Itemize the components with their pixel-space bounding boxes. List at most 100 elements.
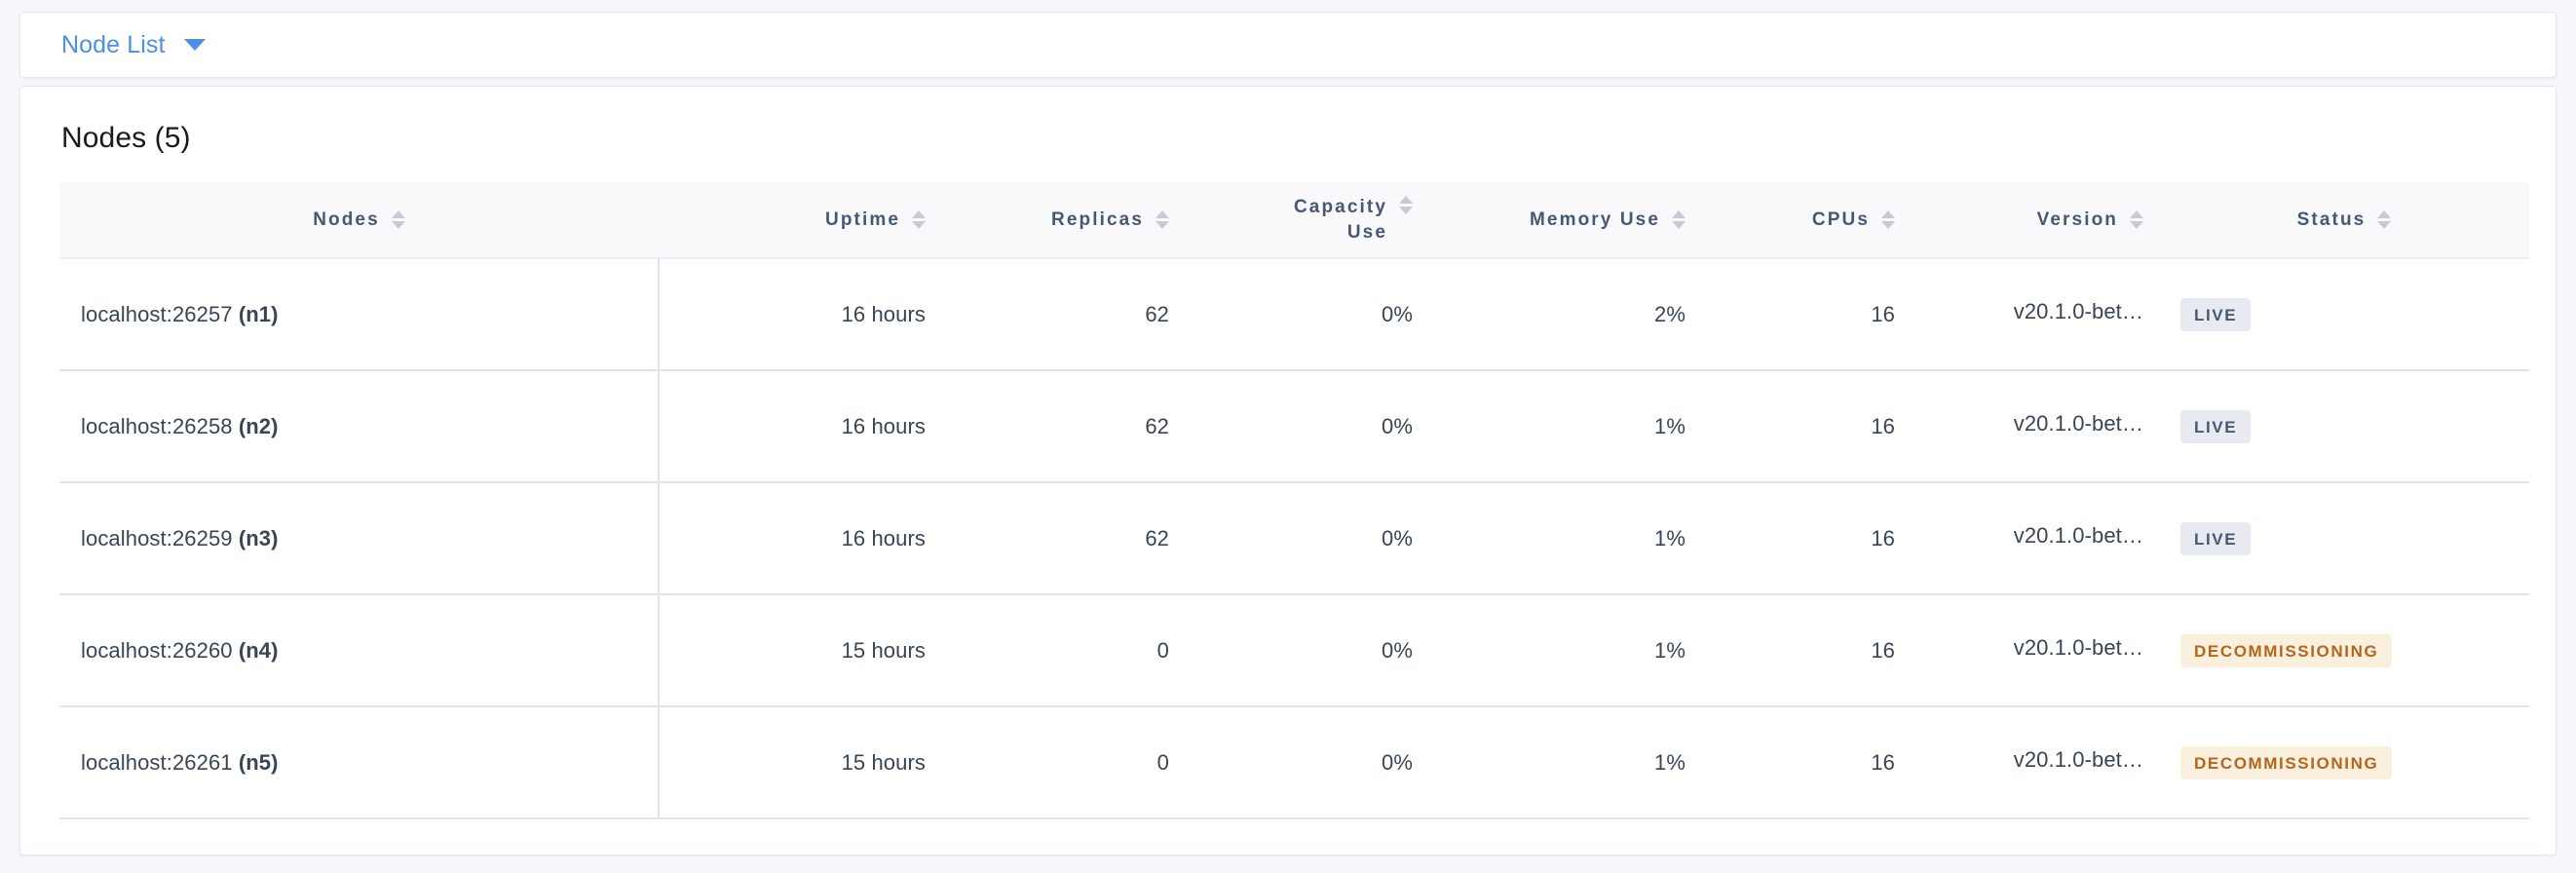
node-address: localhost:26260: [81, 637, 233, 663]
node-status-cell: LIVE: [2159, 482, 2529, 594]
node-version-cell: v20.1.0-bet…: [1911, 594, 2159, 706]
node-address-cell[interactable]: localhost:26258 (n2): [59, 370, 660, 482]
node-version-cell: v20.1.0-bet…: [1911, 370, 2159, 482]
node-replicas-cell: 62: [1145, 525, 1169, 550]
sort-arrows-icon[interactable]: [391, 210, 405, 230]
status-badge: DECOMMISSIONING: [2180, 745, 2393, 779]
status-badge: LIVE: [2180, 297, 2252, 331]
table-row[interactable]: localhost:26258 (n2) 16 hours 62 0% 1% 16 v20.…: [59, 370, 2529, 482]
node-cpus-cell: 16: [1871, 413, 1895, 438]
node-version: v20.1.0-bet…: [2013, 298, 2143, 323]
table-header: Nodes Uptime Replicas: [59, 182, 2529, 258]
sort-arrows-icon[interactable]: [1399, 195, 1413, 214]
node-capacity-use-cell: 0%: [1382, 637, 1413, 663]
sort-arrows-icon[interactable]: [912, 210, 926, 230]
node-memory-use-cell: 1%: [1654, 413, 1686, 438]
column-header-nodes[interactable]: Nodes: [59, 182, 659, 258]
node-memory-use-cell: 1%: [1654, 749, 1686, 775]
node-uptime-cell: 16 hours: [841, 413, 926, 438]
table-header-row: Nodes Uptime Replicas: [59, 182, 2529, 258]
node-address-cell[interactable]: localhost:26257 (n1): [59, 258, 660, 370]
chevron-down-icon: [183, 39, 206, 51]
node-version: v20.1.0-bet…: [2013, 410, 2143, 436]
node-replicas-cell: 0: [1156, 637, 1169, 663]
node-version: v20.1.0-bet…: [2013, 634, 2143, 660]
node-capacity-use-cell: 0%: [1382, 525, 1413, 550]
node-cpus-cell: 16: [1871, 525, 1895, 550]
node-replicas-cell: 62: [1145, 301, 1169, 326]
node-memory-use-cell: 2%: [1654, 301, 1686, 326]
status-badge: LIVE: [2180, 409, 2252, 443]
node-replicas-cell: 62: [1145, 413, 1169, 438]
sort-arrows-icon[interactable]: [1881, 210, 1895, 230]
node-list-selector-card: Node List: [19, 12, 2557, 78]
column-header-version[interactable]: Version: [1911, 182, 2159, 258]
column-header-replicas[interactable]: Replicas: [941, 182, 1185, 258]
table-row[interactable]: localhost:26257 (n1) 16 hours 62 0% 2% 16 v20.…: [59, 258, 2529, 370]
node-cpus-cell: 16: [1871, 301, 1895, 326]
node-id: (n5): [238, 749, 279, 775]
node-address: localhost:26258: [81, 413, 233, 438]
node-version: v20.1.0-bet…: [2013, 522, 2143, 548]
node-capacity-use-cell: 0%: [1382, 749, 1413, 775]
node-list-dropdown-label: Node List: [61, 30, 166, 58]
column-header-version-label: Version: [2036, 209, 2118, 230]
node-id: (n2): [238, 413, 279, 438]
node-id: (n3): [238, 525, 279, 550]
column-header-memory-use[interactable]: Memory Use: [1428, 182, 1701, 258]
node-cpus-cell: 16: [1871, 749, 1895, 775]
column-header-uptime[interactable]: Uptime: [659, 182, 941, 258]
table-body: localhost:26257 (n1) 16 hours 62 0% 2% 16 v20.…: [59, 258, 2529, 818]
node-uptime-cell: 16 hours: [841, 525, 926, 550]
nodes-table: Nodes Uptime Replicas: [59, 182, 2529, 819]
node-memory-use-cell: 1%: [1654, 525, 1686, 550]
column-header-replicas-label: Replicas: [1051, 209, 1144, 230]
node-version-cell: v20.1.0-bet…: [1911, 482, 2159, 594]
node-address-cell[interactable]: localhost:26260 (n4): [59, 594, 660, 706]
node-address-cell[interactable]: localhost:26259 (n3): [59, 482, 660, 594]
node-capacity-use-cell: 0%: [1382, 413, 1413, 438]
node-list-dropdown[interactable]: Node List: [61, 31, 206, 59]
status-badge: DECOMMISSIONING: [2180, 633, 2393, 667]
column-header-capacity-use-label: Capacity: [1293, 196, 1387, 217]
column-header-status[interactable]: Status: [2159, 182, 2529, 258]
column-header-capacity-use-label-2: Use: [1346, 221, 1387, 243]
node-address-cell[interactable]: localhost:26261 (n5): [59, 706, 660, 818]
node-version-cell: v20.1.0-bet…: [1911, 258, 2159, 370]
column-header-cpus-label: CPUs: [1811, 209, 1870, 230]
node-address: localhost:26257: [81, 301, 233, 326]
sort-arrows-icon[interactable]: [2377, 210, 2392, 230]
node-uptime-cell: 16 hours: [841, 301, 926, 326]
sort-arrows-icon[interactable]: [1672, 210, 1686, 230]
column-header-cpus[interactable]: CPUs: [1701, 182, 1911, 258]
sort-arrows-icon[interactable]: [1155, 210, 1169, 230]
node-replicas-cell: 0: [1156, 749, 1169, 775]
nodes-card: Nodes (5) Nodes Uptime: [19, 86, 2557, 855]
table-row[interactable]: localhost:26261 (n5) 15 hours 0 0% 1% 16 v20.1…: [59, 706, 2529, 818]
node-status-cell: LIVE: [2159, 258, 2529, 370]
node-id: (n4): [238, 637, 279, 663]
node-status-cell: DECOMMISSIONING: [2159, 594, 2529, 706]
node-memory-use-cell: 1%: [1654, 637, 1686, 663]
node-version-cell: v20.1.0-bet…: [1911, 706, 2159, 818]
column-header-capacity-use[interactable]: Capacity Use: [1185, 182, 1428, 258]
node-address: localhost:26261: [81, 749, 233, 775]
node-capacity-use-cell: 0%: [1382, 301, 1413, 326]
column-header-memory-use-label: Memory Use: [1530, 209, 1660, 230]
node-uptime-cell: 15 hours: [841, 749, 926, 775]
table-row[interactable]: localhost:26260 (n4) 15 hours 0 0% 1% 16 v20.1…: [59, 594, 2529, 706]
column-header-uptime-label: Uptime: [825, 209, 900, 230]
sort-arrows-icon[interactable]: [2130, 210, 2143, 230]
node-status-cell: LIVE: [2159, 370, 2529, 482]
node-cpus-cell: 16: [1871, 637, 1895, 663]
node-version: v20.1.0-bet…: [2013, 746, 2143, 772]
column-header-nodes-label: Nodes: [313, 209, 380, 230]
node-status-cell: DECOMMISSIONING: [2159, 706, 2529, 818]
node-id: (n1): [238, 301, 279, 326]
table-row[interactable]: localhost:26259 (n3) 16 hours 62 0% 1% 16 v20.…: [59, 482, 2529, 594]
status-badge: LIVE: [2180, 521, 2252, 555]
node-uptime-cell: 15 hours: [841, 637, 926, 663]
column-header-status-label: Status: [2296, 209, 2367, 230]
node-address: localhost:26259: [81, 525, 233, 550]
